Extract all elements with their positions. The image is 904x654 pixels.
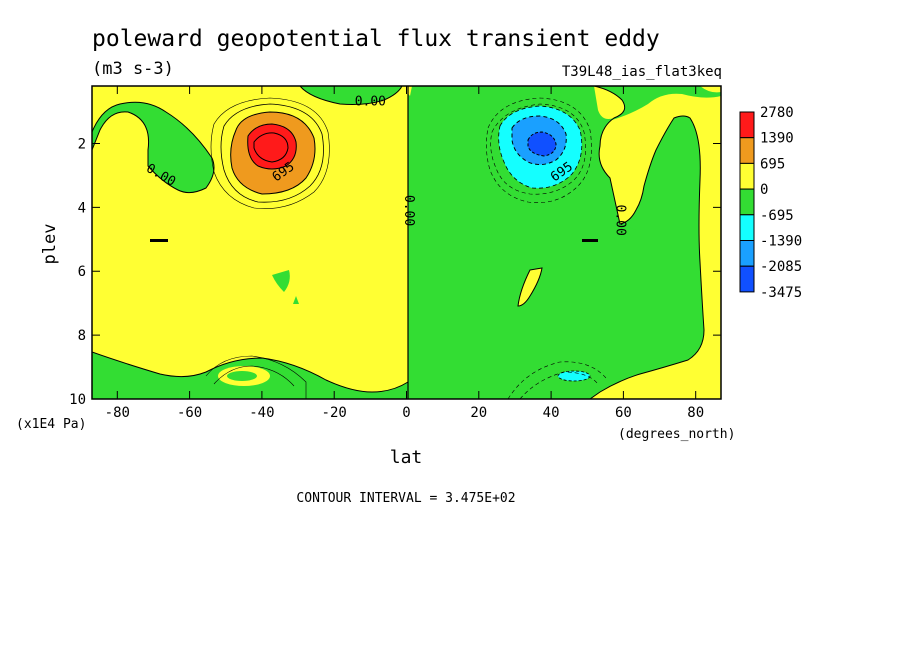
colorbar-swatch [739,162,755,190]
north-dash-mark [582,239,598,242]
chart-units: (m3 s-3) [92,59,174,79]
x-axis-ticks: -80 -60 -40 -20 0 20 40 60 80 [105,86,704,421]
colorbar-label: 0 [760,182,768,198]
colorbar-swatch [739,137,755,164]
south-mid-green-spot [272,270,290,292]
south-inner-contour [253,132,289,163]
south-top-green-patch [300,86,402,105]
x-tick-label: 40 [543,405,560,421]
y-tick-label: 2 [78,136,86,152]
y-axis-ticks: 2 4 6 8 10 [69,136,721,408]
contour-interval-note: CONTOUR INTERVAL = 3.475E+02 [296,491,515,506]
zero-contour-south-lower [92,351,409,393]
north-lower-contour [507,361,607,399]
chart-title: poleward geopotential flux transient edd… [92,26,660,52]
contour-label: 0.00 [401,195,416,226]
colorbar-label: -1390 [760,234,802,250]
y-tick-label: 4 [78,200,86,216]
colorbar-swatch [739,265,755,293]
x-tick-label: 80 [687,405,704,421]
y-tick-label: 10 [69,392,86,408]
x-tick-label: 0 [402,405,410,421]
y-axis-label: plev [40,224,60,265]
x-axis-label: lat [390,447,423,468]
x-tick-label: -20 [322,405,347,421]
north-outer-contour-2 [490,103,586,195]
south-small-green-spot [293,296,299,304]
north-vertical-green-strip [620,224,636,244]
colorbar-swatch [739,214,755,242]
north-right-yellow-region [590,86,721,399]
zero-contour-south-top [299,86,403,105]
colorbar-label: -3475 [760,285,802,301]
south-dash-mark [150,239,168,242]
north-lower-cyan-spot [557,370,591,382]
x-tick-label: -60 [177,405,202,421]
contour-label: 0.00 [612,204,627,235]
colorbar-swatch [739,111,755,139]
south-red-core [247,123,297,170]
x-tick-label: -80 [105,405,130,421]
south-lower-green-spot [227,371,257,381]
y-tick-label: 6 [78,264,86,280]
contour-label: 0.00 [355,94,386,109]
colorbar-swatch [739,240,755,267]
north-mid-yellow-streak [517,267,543,307]
south-upper-green-cell [92,86,214,193]
north-blue-core [527,131,557,157]
colorbar-label: 1390 [760,131,794,147]
colorbar: 2780 1390 695 0 -695 -1390 -2085 -3475 [739,105,802,301]
north-outer-contour-1 [486,97,592,203]
colorbar-label: 695 [760,156,785,172]
colorbar-label: -695 [760,208,794,224]
zero-contour-south-upper [92,101,215,194]
run-label: T39L48_ias_flat3keq [562,64,722,80]
x-tick-label: 20 [470,405,487,421]
colorbar-swatch [739,188,755,216]
y-axis-units: (x1E4 Pa) [16,417,86,432]
colorbar-label: -2085 [760,259,802,275]
y-tick-label: 8 [78,328,86,344]
x-axis-units: (degrees_north) [618,427,735,442]
zero-contour-north-right [589,86,705,399]
south-lower-contour [205,355,307,399]
south-outer-contour-1 [220,103,324,203]
colorbar-label: 2780 [760,105,794,121]
x-tick-label: -40 [249,405,274,421]
x-tick-label: 60 [615,405,632,421]
north-inner-yellow-lobe [594,86,625,119]
contour-field [92,86,721,399]
